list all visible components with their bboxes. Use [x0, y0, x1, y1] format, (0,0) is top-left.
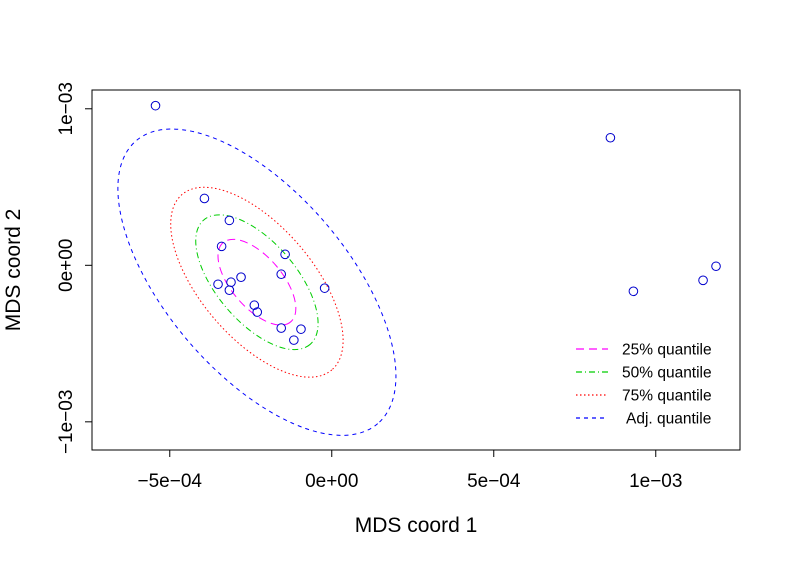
- data-point: [150, 100, 161, 111]
- x-tick-label: 0e+00: [305, 471, 358, 492]
- y-axis-label: MDS coord 2: [2, 209, 25, 332]
- data-point: [276, 269, 287, 280]
- x-tick-label: 5e−04: [467, 471, 521, 492]
- data-point: [226, 277, 236, 288]
- x-tick-label: −5e−04: [138, 471, 203, 492]
- data-point: [236, 272, 246, 283]
- data-point: [711, 261, 721, 272]
- y-tick-label: 1e−03: [56, 82, 77, 135]
- data-point: [213, 279, 223, 290]
- x-axis: −5e−04 0e+00 5e−04 1e−03: [138, 449, 682, 492]
- x-axis-label: MDS coord 1: [355, 514, 478, 537]
- legend: 25% quantile 50% quantile 75% quantile Adj.…: [576, 342, 712, 428]
- data-point: [628, 286, 639, 297]
- ellipse-0: [217, 238, 297, 326]
- x-tick-label: 1e−03: [629, 471, 682, 492]
- data-point: [276, 323, 287, 333]
- ellipse-1: [195, 214, 319, 351]
- legend-label: Adj. quantile: [626, 411, 711, 428]
- data-point: [249, 300, 260, 311]
- y-tick-label: 0e+00: [56, 239, 77, 292]
- ellipse-3: [117, 128, 397, 436]
- y-axis: 1e−03 0e+00 −1e−03: [56, 82, 93, 454]
- data-point: [698, 275, 708, 286]
- legend-label: 75% quantile: [622, 388, 712, 405]
- legend-label: 25% quantile: [622, 342, 712, 359]
- data-point: [224, 285, 235, 295]
- data-points: [150, 100, 721, 345]
- data-point: [252, 307, 263, 317]
- data-point: [289, 335, 299, 345]
- data-point: [296, 324, 306, 334]
- data-point: [224, 215, 235, 226]
- data-point: [199, 193, 210, 204]
- data-point: [605, 132, 616, 143]
- legend-label: 50% quantile: [622, 365, 712, 382]
- data-point: [216, 241, 227, 252]
- ellipse-2: [170, 186, 344, 378]
- data-point: [319, 283, 330, 293]
- quantile-ellipses: [117, 128, 397, 436]
- data-point: [280, 249, 290, 260]
- y-tick-label: −1e−03: [56, 390, 77, 454]
